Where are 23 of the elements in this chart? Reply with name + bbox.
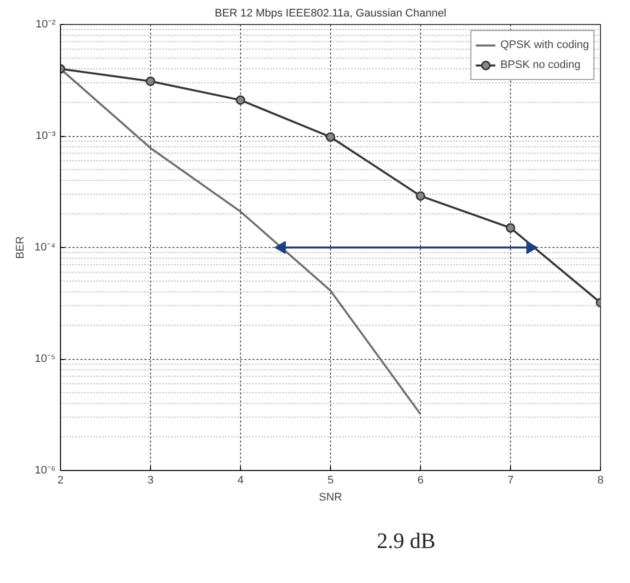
y-tick-label: 10⁻² bbox=[36, 18, 56, 30]
chart-title: BER 12 Mbps IEEE802.11a, Gaussian Channel bbox=[214, 8, 446, 20]
x-tick-label: 4 bbox=[237, 474, 244, 486]
y-tick-label: 10⁻⁶ bbox=[34, 464, 56, 476]
y-axis-title: BER bbox=[14, 236, 27, 259]
point bbox=[506, 223, 516, 233]
point bbox=[326, 132, 336, 142]
y-tick-label: 10⁻⁴ bbox=[34, 242, 56, 254]
legend-label: QPSK with coding bbox=[500, 39, 589, 51]
x-tick-label: 2 bbox=[57, 474, 64, 486]
point bbox=[236, 95, 246, 105]
x-axis-title: SNR bbox=[318, 492, 342, 504]
x-tick-label: 8 bbox=[597, 474, 604, 486]
point bbox=[146, 76, 156, 86]
x-tick-label: 7 bbox=[507, 474, 514, 486]
legend-label: BPSK no coding bbox=[500, 59, 580, 71]
y-tick-label: 10⁻³ bbox=[36, 130, 56, 142]
point bbox=[416, 191, 426, 201]
text: 2.9 dB bbox=[376, 528, 436, 553]
x-tick-label: 5 bbox=[327, 474, 334, 486]
y-tick-label: 10⁻⁵ bbox=[34, 353, 56, 365]
x-tick-label: 3 bbox=[147, 474, 154, 486]
x-tick-label: 6 bbox=[417, 474, 424, 486]
